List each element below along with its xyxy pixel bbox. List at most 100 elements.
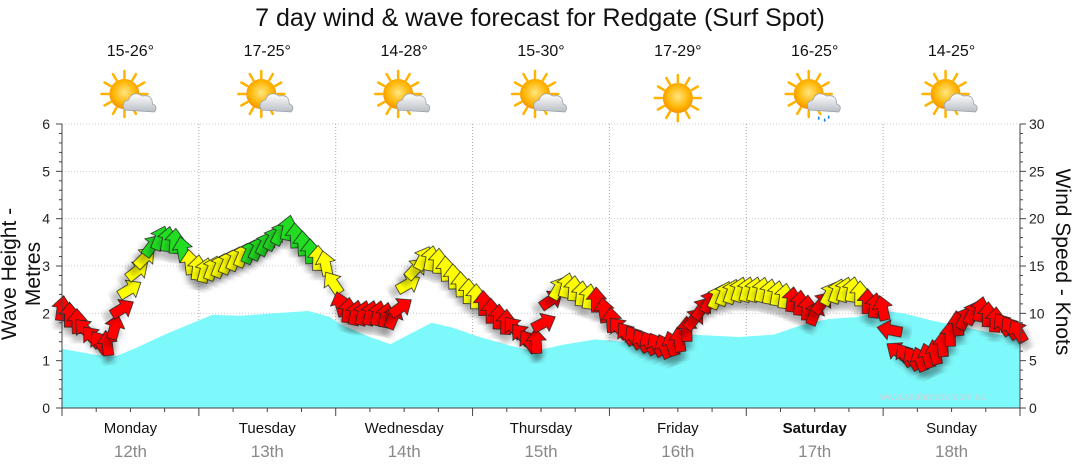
sun-ray: [684, 110, 691, 120]
sun-ray: [665, 76, 672, 86]
day-temperature: 14-28°: [380, 43, 428, 60]
axes: 0 1 2 3 4 5 6 0 5 10 15 20 25 30: [42, 116, 1045, 416]
wind-arrow: [525, 327, 548, 355]
sun-ray: [684, 76, 691, 86]
sun-ray: [932, 72, 939, 82]
day-name: Tuesday: [238, 420, 296, 437]
wind-arrow: [871, 295, 893, 322]
wind-arrows: [51, 214, 1029, 373]
wind-arrow: [1008, 319, 1029, 345]
credit-text: www.seabreeze.com.au: [880, 392, 987, 403]
day-date: 17th: [798, 442, 832, 461]
sun-ray: [932, 106, 939, 116]
sun-ray: [547, 81, 557, 88]
left-tick-label: 2: [42, 305, 50, 321]
day-date: 18th: [935, 442, 969, 461]
sun-ray: [665, 110, 672, 120]
day-temperature: 16-25°: [791, 43, 839, 60]
sun-ray: [924, 100, 933, 107]
day-date: 16th: [661, 442, 695, 461]
sun-ray: [690, 85, 700, 92]
showers-icon: [784, 69, 841, 122]
left-tick-label: 3: [42, 258, 50, 274]
sunny-icon: [653, 73, 703, 123]
sun-ray: [513, 81, 523, 88]
sun-ray: [240, 100, 249, 107]
wind-arrow: [387, 298, 412, 319]
left-axis-label: Wave Height - Metres: [0, 207, 45, 341]
sun-ray: [248, 106, 255, 116]
day-name: Sunday: [926, 420, 977, 437]
sun-ray: [376, 81, 386, 88]
rain-drop: [823, 118, 826, 122]
wind-arrow: [104, 314, 126, 341]
sun-ray: [656, 104, 666, 111]
sun-ray: [513, 100, 523, 107]
right-tick-label: 25: [1029, 163, 1045, 179]
sun-ray: [131, 72, 138, 82]
partly-cloudy-icon: [373, 69, 431, 119]
cloud: [943, 93, 978, 113]
sun-ray: [795, 106, 802, 116]
sun-ray: [410, 81, 420, 88]
left-tick-label: 1: [42, 353, 50, 369]
sun-ray: [111, 72, 118, 82]
right-tick-label: 30: [1029, 116, 1045, 132]
sun-ray: [656, 85, 666, 92]
right-tick-label: 20: [1029, 211, 1045, 227]
left-tick-label: 5: [42, 163, 50, 179]
sun-ray: [111, 106, 118, 116]
day-temperature: 15-26°: [106, 43, 155, 60]
sun-ray: [385, 72, 392, 82]
sun-ray: [821, 81, 830, 88]
sun-ray: [690, 104, 700, 111]
sun-ray: [787, 100, 797, 107]
sun-ray: [952, 72, 959, 82]
sun-ray: [273, 81, 283, 88]
day-name: Saturday: [782, 420, 847, 437]
sun-ray: [404, 72, 411, 82]
sun-ray: [522, 72, 529, 82]
left-tick-label: 6: [42, 116, 50, 132]
sun-ray: [815, 72, 822, 82]
left-tick-label: 0: [42, 400, 50, 416]
cloud: [533, 93, 567, 113]
day-temperature: 17-25°: [243, 43, 291, 60]
weather-icons: [100, 69, 978, 123]
sun-ray: [240, 81, 249, 88]
sun-ray: [958, 81, 967, 88]
sun-ray: [924, 81, 933, 88]
day-name: Thursday: [509, 420, 573, 437]
cloud: [396, 93, 431, 113]
day-date: 13th: [250, 442, 284, 461]
rain-drop: [817, 116, 820, 120]
wind-arrow: [108, 298, 134, 320]
right-tick-label: 15: [1029, 258, 1045, 274]
sun-ray: [376, 100, 386, 107]
day-date: 14th: [387, 442, 421, 461]
sun-ray: [385, 106, 392, 116]
cloud: [807, 93, 841, 113]
day-temperature: 17-29°: [654, 43, 702, 60]
right-axis-label: Wind Speed - Knots: [1051, 168, 1074, 356]
sun-ray: [137, 81, 146, 88]
partly-cloudy-icon: [510, 69, 567, 119]
chart-title: 7 day wind & wave forecast for Redgate (…: [255, 4, 825, 32]
day-name: Monday: [103, 420, 158, 437]
partly-cloudy-icon: [921, 69, 978, 119]
day-name: Friday: [657, 420, 699, 437]
sun-ray: [103, 100, 112, 107]
right-tick-label: 0: [1029, 400, 1037, 416]
day-date: 12th: [113, 442, 147, 461]
wind-arrow: [394, 274, 420, 295]
wind-arrow: [116, 279, 142, 301]
day-name: Wednesday: [364, 420, 444, 437]
sun-ray: [522, 106, 529, 116]
wind-arrow: [323, 271, 345, 297]
sun-ray: [268, 72, 275, 82]
day-date: 15th: [524, 442, 558, 461]
right-tick-label: 5: [1029, 353, 1037, 369]
cloud: [259, 93, 294, 113]
sun-ray: [787, 81, 797, 88]
